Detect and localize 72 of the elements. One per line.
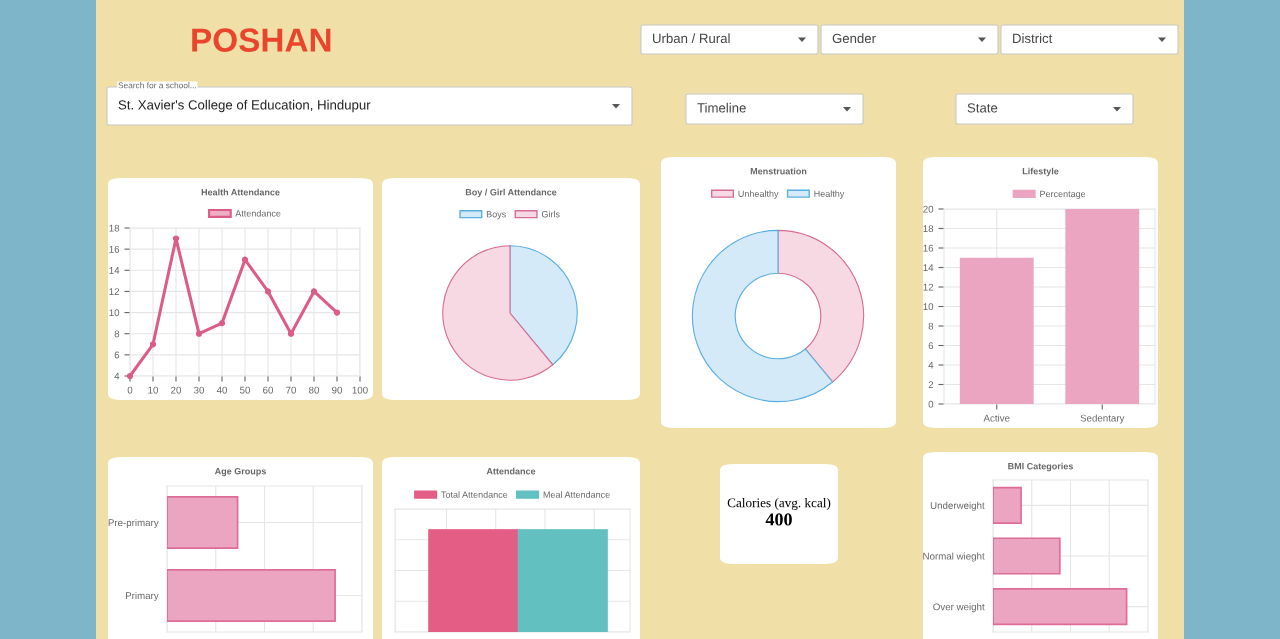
x-tick-label: 90	[332, 386, 343, 394]
x-tick-label: Sedentary	[1080, 414, 1125, 424]
legend-label: Percentage	[1040, 190, 1086, 199]
y-tick-label: Over weight	[933, 603, 985, 613]
point	[218, 320, 226, 327]
point	[333, 309, 341, 316]
point	[172, 235, 180, 242]
y-tick-label: 10	[109, 309, 120, 317]
y-tick-label: 4	[114, 372, 120, 380]
legend-label: Unhealthy	[738, 190, 779, 199]
legend-label: Attendance	[235, 209, 281, 217]
text: POSHAN	[192, 28, 331, 52]
point	[264, 288, 272, 295]
x-tick-label: 30	[193, 386, 205, 394]
y-tick-label: 14	[923, 264, 934, 272]
chart-title: Boy / Girl Attendance	[465, 188, 557, 198]
legend-label: Healthy	[814, 190, 845, 199]
chart-title: Lifestyle	[1022, 167, 1059, 177]
chart-title: Age Groups	[214, 467, 266, 477]
point	[149, 341, 157, 348]
y-tick-label: 4	[928, 361, 934, 369]
x-tick-label: 80	[309, 386, 320, 394]
chart-title: Attendance	[486, 467, 536, 475]
text: Gender	[832, 33, 876, 44]
y-tick-label: 8	[928, 322, 934, 330]
x-tick-label: 20	[171, 386, 182, 394]
y-tick-label: 10	[923, 303, 934, 311]
x-tick-label: 40	[216, 386, 228, 394]
donut-slice	[691, 229, 834, 403]
y-tick-label: 12	[109, 288, 120, 295]
x-tick-label: 70	[286, 386, 297, 394]
x-tick-label: 60	[263, 386, 274, 394]
y-tick-label: Primary	[125, 591, 159, 602]
chart-title: BMI Categories	[1008, 462, 1073, 472]
point	[310, 288, 318, 295]
chart-title: Menstruation	[750, 167, 807, 175]
legend-label: Meal Attendance	[543, 491, 610, 498]
y-tick-label: 16	[109, 245, 120, 253]
legend-label: Total Attendance	[441, 491, 508, 498]
y-tick-label: 18	[923, 225, 934, 233]
x-tick-label: 50	[239, 386, 251, 394]
y-tick-label: Underweight	[930, 501, 985, 511]
y-tick-label: 6	[928, 342, 934, 350]
y-tick-label: 6	[114, 351, 120, 359]
y-tick-label: 12	[923, 283, 934, 291]
chart-title: Health Attendance	[201, 188, 280, 196]
y-tick-label: 16	[923, 244, 934, 252]
text: State	[967, 103, 998, 113]
text: 400	[765, 513, 792, 526]
text: St. Xavier's College of Education, Hindupur	[118, 99, 371, 113]
y-tick-label: 18	[109, 224, 120, 232]
donut-slice	[777, 229, 865, 383]
y-tick-label: Pre-primary	[108, 518, 159, 529]
pie-slice	[509, 245, 578, 366]
point	[195, 330, 203, 337]
y-tick-label: 8	[114, 330, 120, 338]
text: District	[1013, 33, 1053, 44]
point	[241, 256, 249, 263]
text: Urban / Rural	[653, 33, 730, 44]
text: Timeline	[697, 102, 746, 113]
y-tick-label: Normal wieght	[923, 552, 985, 562]
y-tick-label: 2	[928, 381, 934, 389]
legend-label: Girls	[541, 210, 560, 218]
text: Search for a school...	[118, 82, 196, 89]
y-tick-label: 0	[928, 400, 934, 408]
y-tick-label: 20	[923, 205, 934, 213]
x-tick-label: Active	[983, 414, 1010, 422]
pie-slice	[442, 245, 554, 381]
text: Calories (avg. kcal)	[727, 498, 831, 510]
y-tick-label: 14	[109, 267, 120, 274]
legend-label: Boys	[486, 211, 506, 220]
x-tick-label: 100	[352, 386, 368, 394]
